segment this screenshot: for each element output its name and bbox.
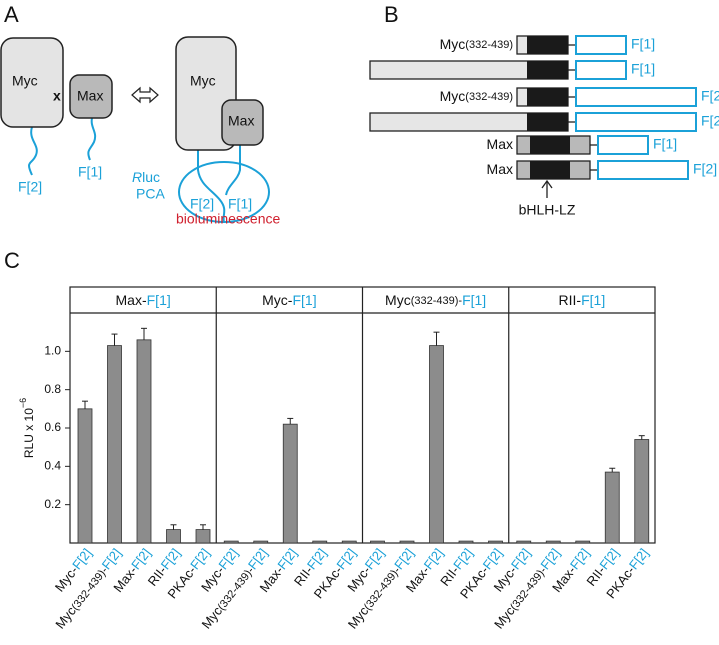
facet-title-part: Myc- xyxy=(262,292,293,308)
signal-label: bioluminescence xyxy=(176,211,280,227)
y-tick-label: 0.6 xyxy=(44,420,61,434)
y-tick-label: 0.4 xyxy=(44,459,61,473)
domain-box xyxy=(527,36,568,54)
construct-label-part: Max xyxy=(487,136,513,152)
equilibrium-arrow xyxy=(131,86,159,104)
construct-label-part: (332-439) xyxy=(465,91,513,103)
bar xyxy=(604,471,620,544)
construct-label-part: Myc xyxy=(440,36,466,52)
y-axis-label-part: −6 xyxy=(18,398,28,408)
bar xyxy=(253,540,269,544)
protein xyxy=(221,99,264,146)
construct-label: Max xyxy=(487,161,513,177)
panel-label: A xyxy=(4,2,19,27)
reporter-label: Rluc xyxy=(132,169,160,185)
facet-title-part: RII- xyxy=(559,292,582,308)
domain-box xyxy=(527,88,568,106)
bar xyxy=(166,529,181,544)
construct-label: Max xyxy=(487,136,513,152)
tether xyxy=(28,126,38,176)
facet-title-part: Myc xyxy=(385,292,411,308)
protein xyxy=(69,74,113,119)
bar xyxy=(282,423,298,544)
bar xyxy=(77,408,93,544)
bar xyxy=(107,345,122,544)
bar xyxy=(516,540,532,544)
facet-title-part: F[1] xyxy=(292,292,316,308)
protein xyxy=(0,37,64,128)
domain-label: bHLH-LZ xyxy=(519,202,576,218)
protein xyxy=(175,36,237,151)
y-axis-label-part: RLU x 10 xyxy=(22,408,36,458)
fragment-label: F[1] xyxy=(631,61,655,77)
fragment-label: F[1] xyxy=(228,196,252,212)
fragment-box xyxy=(575,112,697,132)
domain-box xyxy=(527,113,568,131)
domain-box xyxy=(530,161,570,179)
facet-title-part: F[1] xyxy=(147,292,171,308)
panel-label: C xyxy=(4,248,20,273)
fragment-box xyxy=(575,60,627,80)
bar xyxy=(195,529,211,544)
protein-label: Myc xyxy=(190,73,216,89)
facet-title-part: F[1] xyxy=(581,292,605,308)
fragment-label: F[2] xyxy=(701,113,719,129)
y-axis-label: RLU x 10−6 xyxy=(18,398,36,458)
fragment-label: F[1] xyxy=(653,136,677,152)
reporter-part: luc xyxy=(142,169,160,185)
bar xyxy=(370,540,385,544)
bar xyxy=(341,540,357,544)
facet-title-part: Max- xyxy=(116,292,147,308)
y-tick-label: 1.0 xyxy=(44,344,61,358)
arrow-head xyxy=(541,179,553,189)
bar xyxy=(545,540,561,544)
construct-label: Myc(332-439) xyxy=(440,36,513,52)
fragment-label: F[1] xyxy=(78,164,102,180)
y-tick-label: 0.8 xyxy=(44,382,61,396)
bar xyxy=(223,540,239,544)
fragment-label: F[2] xyxy=(190,196,214,212)
bar xyxy=(488,540,503,544)
fragment-box xyxy=(597,160,689,180)
facet-title: Myc(332-439)-F[1] xyxy=(385,292,486,308)
fragment-box xyxy=(575,87,697,107)
construct-label: Myc(332-439) xyxy=(440,88,513,104)
bar xyxy=(634,439,650,544)
bar xyxy=(429,345,444,544)
bar xyxy=(399,540,415,544)
panel-label: B xyxy=(384,2,399,27)
facet-title: RII-F[1] xyxy=(559,292,606,308)
domain-box xyxy=(527,61,568,79)
protein-label: Max xyxy=(77,88,103,104)
facet-title: Myc-F[1] xyxy=(262,292,316,308)
tether xyxy=(197,150,226,223)
fragment-label: F[2] xyxy=(18,179,42,195)
reporter-part: R xyxy=(132,169,142,185)
facet-title-part: (332-439)- xyxy=(411,295,463,307)
bar xyxy=(458,540,474,544)
y-tick-label: 0.2 xyxy=(44,497,61,511)
facet-title-part: F[1] xyxy=(462,292,486,308)
fragment-label: F[1] xyxy=(631,36,655,52)
fragment-box xyxy=(597,135,649,155)
fragment-label: F[2] xyxy=(693,161,717,177)
bar xyxy=(312,540,328,544)
tether xyxy=(225,145,241,196)
protein-label: Max xyxy=(228,113,254,129)
fragment-box xyxy=(575,35,627,55)
construct-label-part: Myc xyxy=(440,88,466,104)
construct-label-part: (332-439) xyxy=(465,39,513,51)
fragment-label: F[2] xyxy=(701,88,719,104)
reporter-label: PCA xyxy=(136,186,165,202)
facet-title: Max-F[1] xyxy=(116,292,171,308)
protein-label: Myc xyxy=(12,73,38,89)
bar xyxy=(575,540,591,544)
domain-box xyxy=(530,136,570,154)
bar xyxy=(136,339,152,544)
construct-label-part: Max xyxy=(487,161,513,177)
times: x xyxy=(53,88,61,104)
tether xyxy=(87,117,97,161)
